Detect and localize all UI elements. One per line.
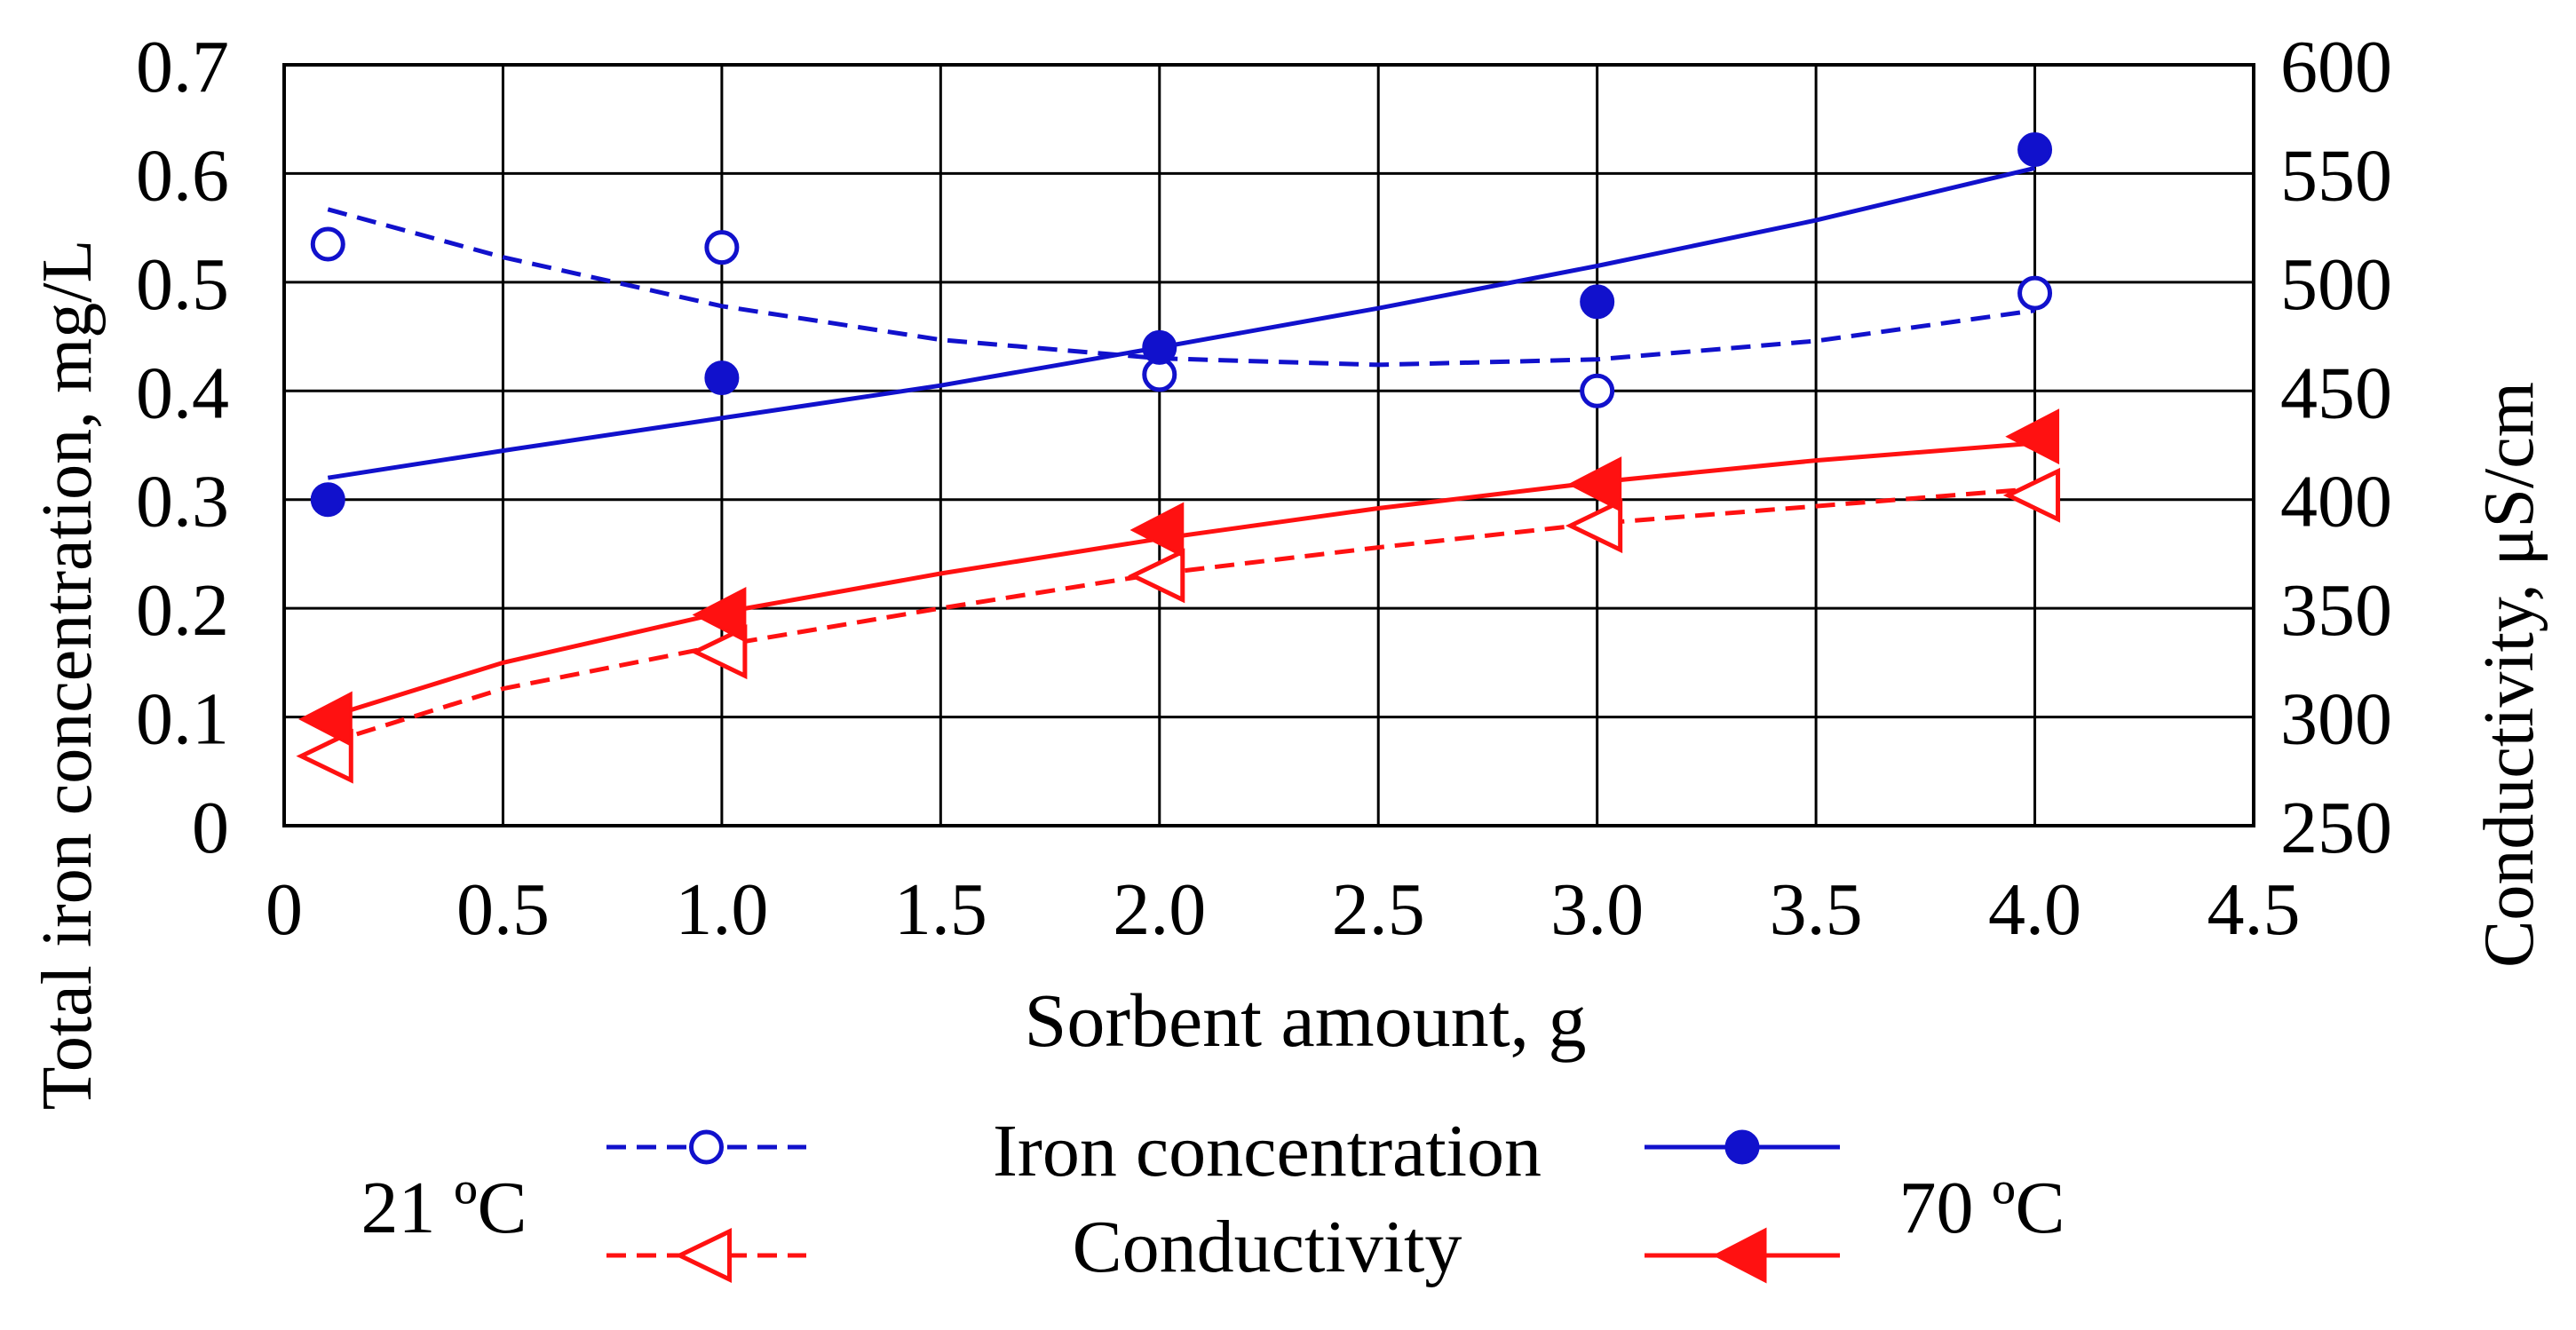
x-tick-label: 2.0: [1113, 868, 1206, 951]
series-layer: [296, 131, 2061, 784]
tick-labels: 0 0.5 1.0 1.5 2.0 2.5 3.0 3.5 4.0 4.5 0 0.1 0.2 0.3 0.…: [136, 26, 2392, 951]
data-point-conductivity-70-c: [1567, 456, 1622, 513]
y-tick-label: 0.1: [136, 678, 229, 761]
legend-swatch-iron-70: [1645, 1129, 1840, 1165]
y-tick-label: 0.4: [136, 352, 229, 434]
legend-label-conductivity: Conductivity: [1073, 1206, 1462, 1288]
x-axis-label: Sorbent amount, g: [1025, 978, 1587, 1063]
x-tick-label: 4.5: [2207, 868, 2301, 951]
series-line-iron-concentration-70-c: [327, 165, 2036, 480]
data-point-iron-concentration-70-c: [2017, 131, 2053, 167]
data-point-iron-concentration-70-c: [310, 482, 345, 518]
legend-swatch-iron-21-marker: [689, 1129, 724, 1165]
y-tick-label: 0.3: [136, 461, 229, 543]
series-iron-concentration-21-c: [310, 207, 2053, 408]
y2-tick-label: 350: [2280, 569, 2392, 652]
legend-temp-21: 21 ºC: [361, 1167, 527, 1249]
series-conductivity-70-c: [298, 408, 2060, 748]
legend-swatch-conductivity-21: [606, 1228, 806, 1283]
x-tick-label: 0: [266, 868, 303, 951]
y-tick-label: 0.6: [136, 134, 229, 217]
data-point-conductivity-70-c: [692, 587, 747, 643]
y-tick-label: 0: [192, 787, 229, 869]
plot-frame: [282, 63, 2255, 827]
data-point-iron-concentration-21-c: [704, 230, 740, 265]
data-point-conductivity-70-c: [298, 691, 353, 748]
y2-tick-label: 250: [2280, 787, 2392, 869]
x-tick-label: 0.5: [456, 868, 550, 951]
legend: 21 ºC 70 ºC Iron concentration Conductiv…: [361, 1110, 2065, 1288]
data-point-conductivity-21-c: [1128, 548, 1185, 604]
y-axis-label: Total iron concentration, mg/L: [28, 240, 107, 1111]
data-point-iron-concentration-70-c: [1142, 329, 1177, 365]
x-tick-label: 4.0: [1988, 868, 2081, 951]
data-point-iron-concentration-21-c: [2017, 275, 2053, 311]
y2-tick-label: 400: [2280, 461, 2392, 543]
y2-tick-label: 450: [2280, 352, 2392, 434]
series-iron-concentration-70-c: [310, 131, 2053, 518]
x-tick-label: 1.0: [675, 868, 768, 951]
legend-swatch-conductivity-70-marker: [1712, 1227, 1767, 1284]
y2-tick-label: 600: [2280, 26, 2392, 108]
legend-temp-70: 70 ºC: [1898, 1167, 2065, 1249]
grid-lines: [282, 63, 2255, 827]
y2-tick-label: 300: [2280, 678, 2392, 761]
data-point-conductivity-21-c: [2002, 467, 2061, 523]
legend-label-iron: Iron concentration: [993, 1110, 1542, 1192]
legend-swatch-conductivity-70: [1645, 1227, 1840, 1284]
data-point-conductivity-21-c: [296, 728, 353, 784]
legend-swatch-iron-21: [606, 1129, 806, 1165]
x-tick-label: 2.5: [1332, 868, 1425, 951]
y2-axis-label: Conductivity, μS/cm: [2470, 382, 2548, 968]
legend-swatch-iron-70-marker: [1724, 1129, 1760, 1165]
x-tick-label: 1.5: [894, 868, 987, 951]
data-point-conductivity-21-c: [1565, 498, 1623, 554]
data-point-iron-concentration-70-c: [1580, 284, 1615, 320]
y-tick-label: 0.5: [136, 243, 229, 326]
data-point-iron-concentration-21-c: [310, 226, 345, 262]
y2-tick-label: 500: [2280, 243, 2392, 326]
y-tick-label: 0.7: [136, 26, 229, 108]
data-point-conductivity-21-c: [690, 624, 748, 680]
data-point-conductivity-70-c: [1129, 502, 1185, 558]
data-point-iron-concentration-70-c: [704, 360, 740, 396]
y-tick-label: 0.2: [136, 569, 229, 652]
data-point-iron-concentration-21-c: [1580, 373, 1615, 408]
y2-tick-label: 550: [2280, 134, 2392, 217]
legend-swatch-conductivity-21-marker: [674, 1228, 732, 1283]
x-tick-label: 3.0: [1550, 868, 1644, 951]
series-conductivity-21-c: [296, 467, 2061, 784]
data-point-conductivity-70-c: [2005, 408, 2060, 465]
x-tick-label: 3.5: [1770, 868, 1863, 951]
legend-swatches: [606, 1129, 1840, 1284]
